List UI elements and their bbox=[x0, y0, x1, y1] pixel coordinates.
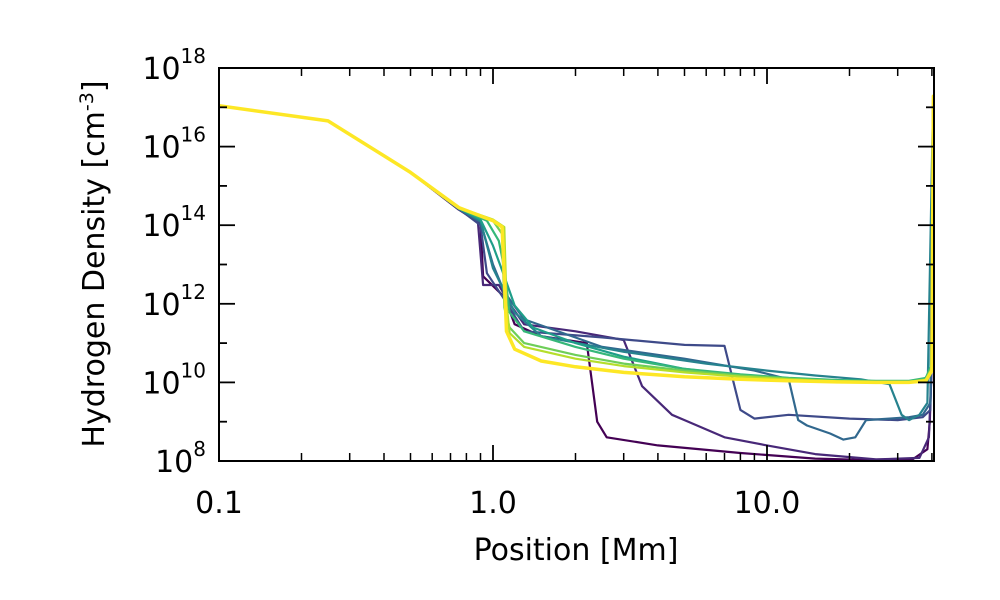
y-axis-label-main: Hydrogen Density [cm bbox=[77, 111, 112, 447]
y-tick-exponent: 18 bbox=[181, 44, 206, 68]
y-tick-exponent: 8 bbox=[193, 437, 206, 461]
y-tick-base: 10 bbox=[142, 131, 180, 166]
y-tick-base: 10 bbox=[142, 52, 180, 87]
x-tick-label: 10.0 bbox=[734, 486, 801, 521]
y-tick-label: 1018 bbox=[142, 44, 206, 87]
y-tick-label: 1016 bbox=[142, 123, 206, 166]
plot-area bbox=[219, 68, 934, 461]
x-tick-labels: 0.1 1.0 10.0 bbox=[195, 486, 800, 521]
y-tick-base: 10 bbox=[142, 288, 180, 323]
y-tick-label: 1012 bbox=[142, 280, 206, 323]
x-tick-label: 0.1 bbox=[195, 486, 243, 521]
y-axis-label: Hydrogen Density [cm-3] bbox=[76, 80, 112, 447]
y-tick-exponent: 10 bbox=[181, 358, 206, 382]
series-layer bbox=[219, 94, 934, 461]
x-tick-label: 1.0 bbox=[469, 486, 517, 521]
series-line-t9 bbox=[219, 94, 934, 385]
x-axis-label: Position [Mm] bbox=[474, 533, 679, 568]
y-tick-exponent: 14 bbox=[181, 201, 206, 225]
y-tick-base: 10 bbox=[142, 209, 180, 244]
y-axis-label-exponent: -3 bbox=[76, 92, 98, 111]
y-tick-exponent: 16 bbox=[181, 123, 206, 147]
y-tick-label: 1010 bbox=[142, 358, 206, 401]
y-tick-base: 10 bbox=[142, 366, 180, 401]
y-tick-exponent: 12 bbox=[181, 280, 206, 304]
y-tick-label: 108 bbox=[155, 437, 206, 480]
y-tick-label: 1014 bbox=[142, 201, 206, 244]
plot-frame bbox=[218, 67, 935, 462]
y-tick-base: 10 bbox=[155, 445, 193, 480]
y-axis-label-close: ] bbox=[77, 80, 112, 92]
